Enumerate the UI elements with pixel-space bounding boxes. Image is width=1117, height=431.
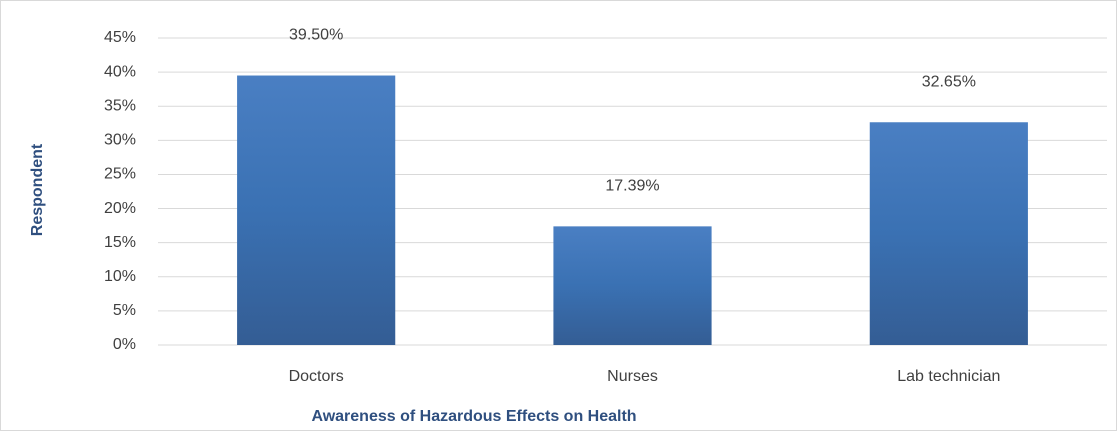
y-tick-label: 20%: [104, 200, 136, 217]
data-label: 39.50%: [289, 27, 343, 44]
x-tick-label: Lab technician: [897, 368, 1000, 385]
bar: [869, 122, 1028, 345]
y-axis-title: Respondent: [29, 143, 46, 236]
x-axis-title: Awareness of Hazardous Effects on Health: [311, 408, 636, 425]
y-tick-label: 0%: [113, 336, 136, 353]
x-tick-label: Doctors: [289, 368, 344, 385]
bar: [237, 75, 396, 346]
y-tick-label: 40%: [104, 63, 136, 80]
data-label: 17.39%: [605, 178, 659, 195]
y-tick-label: 15%: [104, 234, 136, 251]
y-tick-label: 25%: [104, 166, 136, 183]
data-label: 32.65%: [922, 73, 976, 90]
bar: [553, 226, 712, 345]
y-tick-label: 30%: [104, 132, 136, 149]
y-tick-label: 10%: [104, 268, 136, 285]
y-tick-label: 5%: [113, 302, 136, 319]
y-tick-label: 35%: [104, 97, 136, 114]
y-tick-label: 45%: [104, 29, 136, 46]
x-tick-label: Nurses: [607, 368, 658, 385]
